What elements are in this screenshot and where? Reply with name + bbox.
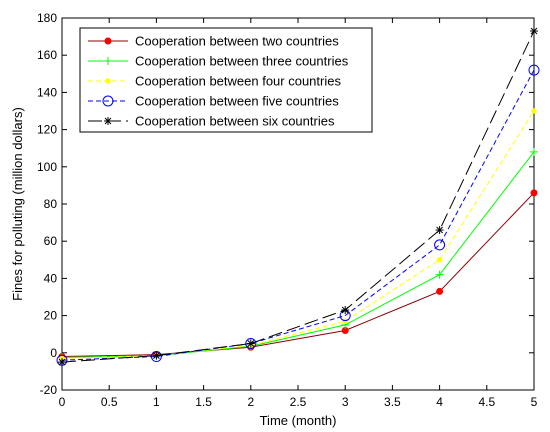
y-tick-label: 100	[37, 160, 57, 174]
data-point	[435, 270, 444, 279]
data-point	[104, 57, 112, 65]
x-tick-label: 0	[59, 395, 66, 409]
data-point	[530, 189, 538, 197]
legend-item: Cooperation between three countries	[88, 54, 349, 69]
x-tick-label: 2.5	[290, 395, 307, 409]
legend-item: Cooperation between five countries	[88, 94, 339, 109]
x-tick-label: 0.5	[101, 395, 118, 409]
data-point	[530, 147, 538, 156]
y-tick-label: 120	[37, 123, 57, 137]
y-axis-label: Fines for polluting (million dollars)	[10, 107, 25, 301]
legend: Cooperation between two countries Coopera…	[79, 27, 373, 133]
data-point	[104, 117, 112, 125]
legend-label: Cooperation between three countries	[135, 54, 349, 69]
data-point	[528, 64, 540, 76]
legend-box	[79, 27, 373, 133]
legend-label: Cooperation between two countries	[135, 34, 339, 49]
legend-label: Cooperation between five countries	[135, 94, 339, 109]
y-tick-label: 0	[50, 346, 57, 360]
y-tick-label: 160	[37, 48, 57, 62]
y-tick-label: 20	[44, 309, 58, 323]
legend-item: Cooperation between two countries	[88, 34, 339, 49]
legend-item: Cooperation between six countries	[88, 114, 335, 129]
series-line	[61, 192, 535, 358]
data-point	[342, 318, 348, 324]
y-tick-label: 40	[44, 271, 58, 285]
series-6-countries	[58, 27, 538, 367]
series-5-countries	[56, 64, 540, 366]
series-layer	[56, 27, 540, 367]
series-line	[61, 110, 535, 359]
y-tick-label: 80	[44, 197, 58, 211]
x-tick-label: 1.5	[195, 395, 212, 409]
x-tick-label: 4	[436, 395, 443, 409]
legend-label: Cooperation between six countries	[135, 114, 335, 129]
x-tick-label: 3	[342, 395, 349, 409]
y-tick-label: 140	[37, 85, 57, 99]
x-axis: 0 0.5 1 1.5 2 2.5 3 3.5 4 4.5 5	[59, 18, 538, 409]
x-tick-label: 4.5	[478, 395, 495, 409]
data-point	[102, 95, 114, 107]
data-point	[104, 37, 112, 45]
data-point	[105, 78, 111, 84]
data-point	[152, 351, 161, 360]
x-tick-label: 2	[247, 395, 254, 409]
data-point	[434, 239, 446, 251]
data-point	[245, 338, 257, 349]
data-point	[150, 351, 162, 363]
x-tick-label: 1	[153, 395, 160, 409]
y-tick-label: 180	[37, 11, 57, 25]
series-line	[61, 151, 535, 358]
legend-item: Cooperation between four countries	[88, 74, 341, 89]
y-axis: -20 0 20 40 60 80 100 120 140 160 180	[37, 11, 534, 397]
data-point	[341, 306, 350, 315]
data-point	[436, 287, 444, 295]
x-tick-label: 5	[531, 395, 538, 409]
data-point	[58, 358, 66, 367]
y-tick-label: 60	[44, 234, 58, 248]
x-tick-label: 3.5	[384, 395, 401, 409]
x-axis-label: Time (month)	[260, 413, 337, 428]
y-tick-label: -20	[40, 383, 58, 397]
data-point	[531, 108, 537, 114]
legend-label: Cooperation between four countries	[135, 74, 341, 89]
data-point	[246, 339, 255, 348]
data-point	[436, 257, 443, 263]
data-point	[435, 226, 444, 235]
data-point	[530, 27, 538, 36]
series-line	[61, 30, 535, 363]
